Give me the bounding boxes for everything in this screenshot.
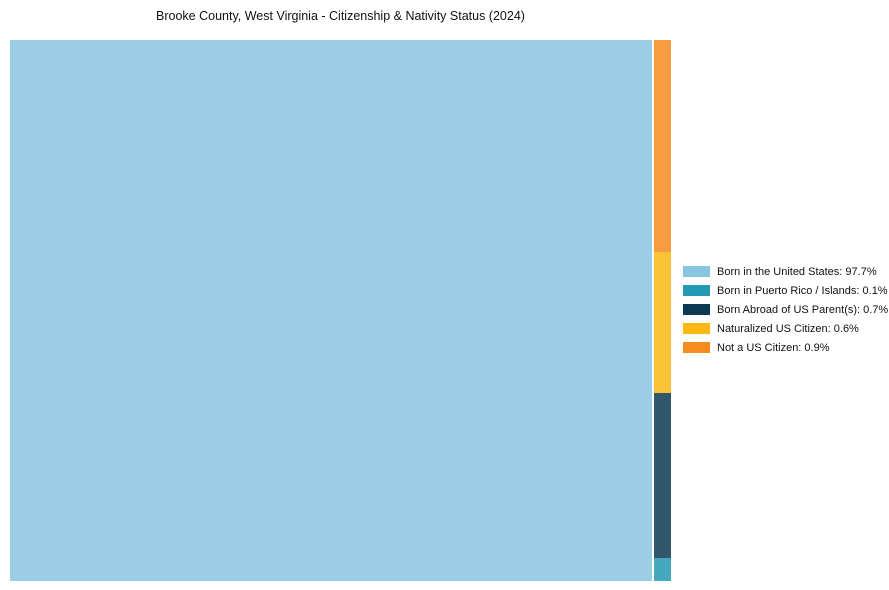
- legend-label: Not a US Citizen: 0.9%: [717, 341, 830, 354]
- legend-item-not-a-us-citizen: Not a US Citizen: 0.9%: [683, 341, 888, 354]
- legend-swatch-naturalized-us-citizen: [683, 323, 710, 334]
- legend-label: Naturalized US Citizen: 0.6%: [717, 322, 859, 335]
- legend-label: Born Abroad of US Parent(s): 0.7%: [717, 303, 889, 316]
- treemap-cell-not-a-us-citizen: [654, 40, 671, 252]
- treemap-cell-naturalized-us-citizen: [654, 252, 671, 393]
- treemap-cell-born-in-the-united-states: [10, 40, 652, 581]
- treemap-cell-born-in-puerto-rico-islands: [654, 558, 671, 581]
- legend-item-born-abroad-of-us-parent-s: Born Abroad of US Parent(s): 0.7%: [683, 303, 889, 316]
- treemap: [10, 40, 671, 581]
- legend-swatch-born-in-the-united-states: [683, 266, 710, 277]
- legend: Born in the United States: 97.7% Born in …: [683, 266, 888, 361]
- legend-item-born-in-puerto-rico-islands: Born in Puerto Rico / Islands: 0.1%: [683, 284, 888, 297]
- legend-swatch-not-a-us-citizen: [683, 342, 710, 353]
- legend-item-born-in-the-united-states: Born in the United States: 97.7%: [683, 265, 888, 278]
- legend-swatch-born-abroad-of-us-parent-s: [683, 304, 710, 315]
- legend-item-naturalized-us-citizen: Naturalized US Citizen: 0.6%: [683, 322, 888, 335]
- legend-label: Born in Puerto Rico / Islands: 0.1%: [717, 284, 888, 297]
- treemap-cell-born-abroad-of-us-parent-s: [654, 393, 671, 558]
- legend-swatch-born-in-puerto-rico-islands: [683, 285, 710, 296]
- chart-title: Brooke County, West Virginia - Citizensh…: [156, 9, 525, 23]
- legend-label: Born in the United States: 97.7%: [717, 265, 877, 278]
